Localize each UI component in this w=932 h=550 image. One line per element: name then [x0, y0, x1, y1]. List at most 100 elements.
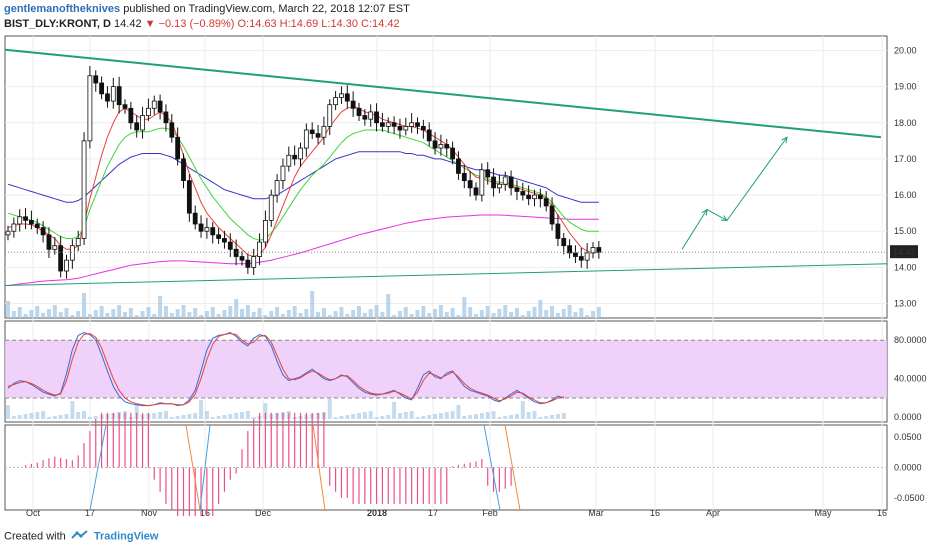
stochastic-volume-bar — [187, 414, 192, 419]
candle-body — [561, 238, 567, 247]
tradingview-brand[interactable]: TradingView — [93, 530, 159, 543]
stochastic-volume-bar — [82, 411, 87, 419]
candle-body — [596, 247, 602, 253]
created-with-text: Created with — [4, 530, 66, 543]
y-tick-label: 17.00 — [894, 154, 917, 164]
stochastic-volume-bar — [561, 413, 566, 419]
stochastic-volume-bar — [6, 405, 10, 419]
candle-body — [28, 219, 34, 225]
stochastic-volume-bar — [509, 415, 514, 419]
volume-bar — [204, 311, 209, 318]
macd-y-tick-label: 0.0500 — [894, 432, 922, 442]
candle-body — [46, 234, 52, 250]
projection-segment[interactable] — [681, 209, 708, 250]
stochastic-volume-bar — [415, 417, 420, 419]
volume-bar — [298, 313, 303, 318]
price-pane[interactable] — [4, 35, 888, 319]
stochastic-volume-bar — [427, 415, 432, 419]
volume-bar — [11, 311, 16, 318]
x-tick-label: 16 — [200, 508, 210, 518]
candle-body — [17, 216, 23, 225]
candle-body — [362, 115, 368, 120]
candle-body — [181, 158, 186, 182]
candle-body — [239, 256, 245, 261]
volume-bar — [93, 310, 98, 318]
volume-bar — [514, 308, 519, 318]
volume-bar — [433, 309, 438, 318]
stochastic-volume-bar — [497, 417, 502, 419]
volume-bar — [456, 315, 461, 318]
volume-bar — [532, 307, 537, 318]
price-change: ▼ −0.13 (−0.89%) — [144, 18, 235, 30]
volume-bar — [111, 309, 116, 318]
volume-bar — [280, 314, 285, 318]
candle-body — [105, 93, 110, 102]
y-tick-label: 19.00 — [894, 82, 917, 92]
candle-body — [52, 245, 58, 250]
volume-bar — [193, 308, 198, 318]
stochastic-volume-bar — [228, 414, 233, 419]
candle-body — [573, 252, 578, 257]
volume-bar — [427, 313, 432, 318]
candle-body — [350, 100, 356, 109]
stochastic-volume-bar — [380, 416, 385, 419]
stochastic-volume-bar — [345, 415, 350, 419]
candle-body — [151, 100, 157, 109]
lower-trendline[interactable] — [4, 263, 888, 286]
volume-bar — [251, 312, 256, 318]
candle-body — [379, 122, 385, 127]
volume-bar — [263, 315, 268, 318]
candle-body — [303, 129, 309, 149]
x-tick-label: Feb — [482, 508, 498, 518]
volume-bar — [146, 307, 151, 318]
candle-body — [5, 230, 11, 236]
stochastic-volume-bar — [29, 413, 34, 419]
symbol-label[interactable]: BIST_DLY:KRONT, D — [4, 18, 111, 30]
x-tick-label: Oct — [26, 508, 41, 518]
upper-trendline[interactable] — [4, 48, 882, 139]
candle-body — [438, 144, 444, 149]
ohlc-low: L:14.30 — [321, 18, 358, 30]
stochastic-volume-bar — [17, 415, 22, 419]
candle-body — [356, 107, 362, 116]
candle-body — [502, 176, 508, 185]
volume-bar — [316, 312, 321, 318]
projection-segment[interactable] — [726, 136, 788, 221]
volume-bar — [368, 309, 373, 318]
candle-body — [87, 75, 93, 142]
volume-bar — [58, 312, 63, 318]
stochastic-volume-bar — [58, 415, 63, 419]
volume-bar — [140, 311, 145, 318]
candle-body — [262, 219, 268, 243]
x-tick-label: Apr — [706, 508, 720, 518]
volume-bar — [169, 313, 174, 318]
author-link[interactable]: gentlemanoftheknives — [4, 3, 121, 15]
candle-body — [368, 111, 374, 120]
volume-bar — [228, 306, 233, 318]
last-price-badge-label: 14.42 — [893, 247, 916, 257]
volume-bar — [585, 315, 590, 318]
volume-bar — [240, 309, 244, 318]
volume-bar — [485, 306, 490, 318]
chart-canvas[interactable]: Oct 17 Nov 16 Dec 2018 17 Feb Mar 16 Apr May 16 13.00… — [0, 0, 932, 530]
projection-arrowhead — [781, 136, 788, 144]
volume-bar — [333, 311, 338, 318]
candle-body — [122, 104, 128, 109]
stochastic-volume-bar — [532, 411, 537, 419]
stochastic-volume-bar — [550, 415, 555, 419]
volume-bar — [163, 306, 168, 318]
volume-bar — [415, 310, 420, 318]
volume-bar — [234, 299, 239, 318]
projection-segment[interactable] — [706, 209, 728, 221]
last-price-badge — [890, 245, 918, 259]
volume-bar — [380, 312, 385, 318]
candle-body — [34, 223, 40, 229]
y-tick-label: 16.00 — [894, 190, 917, 200]
stochastic-y-tick-label: 40.0000 — [894, 374, 927, 384]
volume-bar — [29, 310, 34, 318]
x-tick-label: 16 — [650, 508, 660, 518]
candle-body — [198, 223, 204, 232]
macd-signal-line — [504, 424, 521, 511]
volume-bar — [327, 315, 332, 318]
candle-body — [222, 238, 227, 243]
